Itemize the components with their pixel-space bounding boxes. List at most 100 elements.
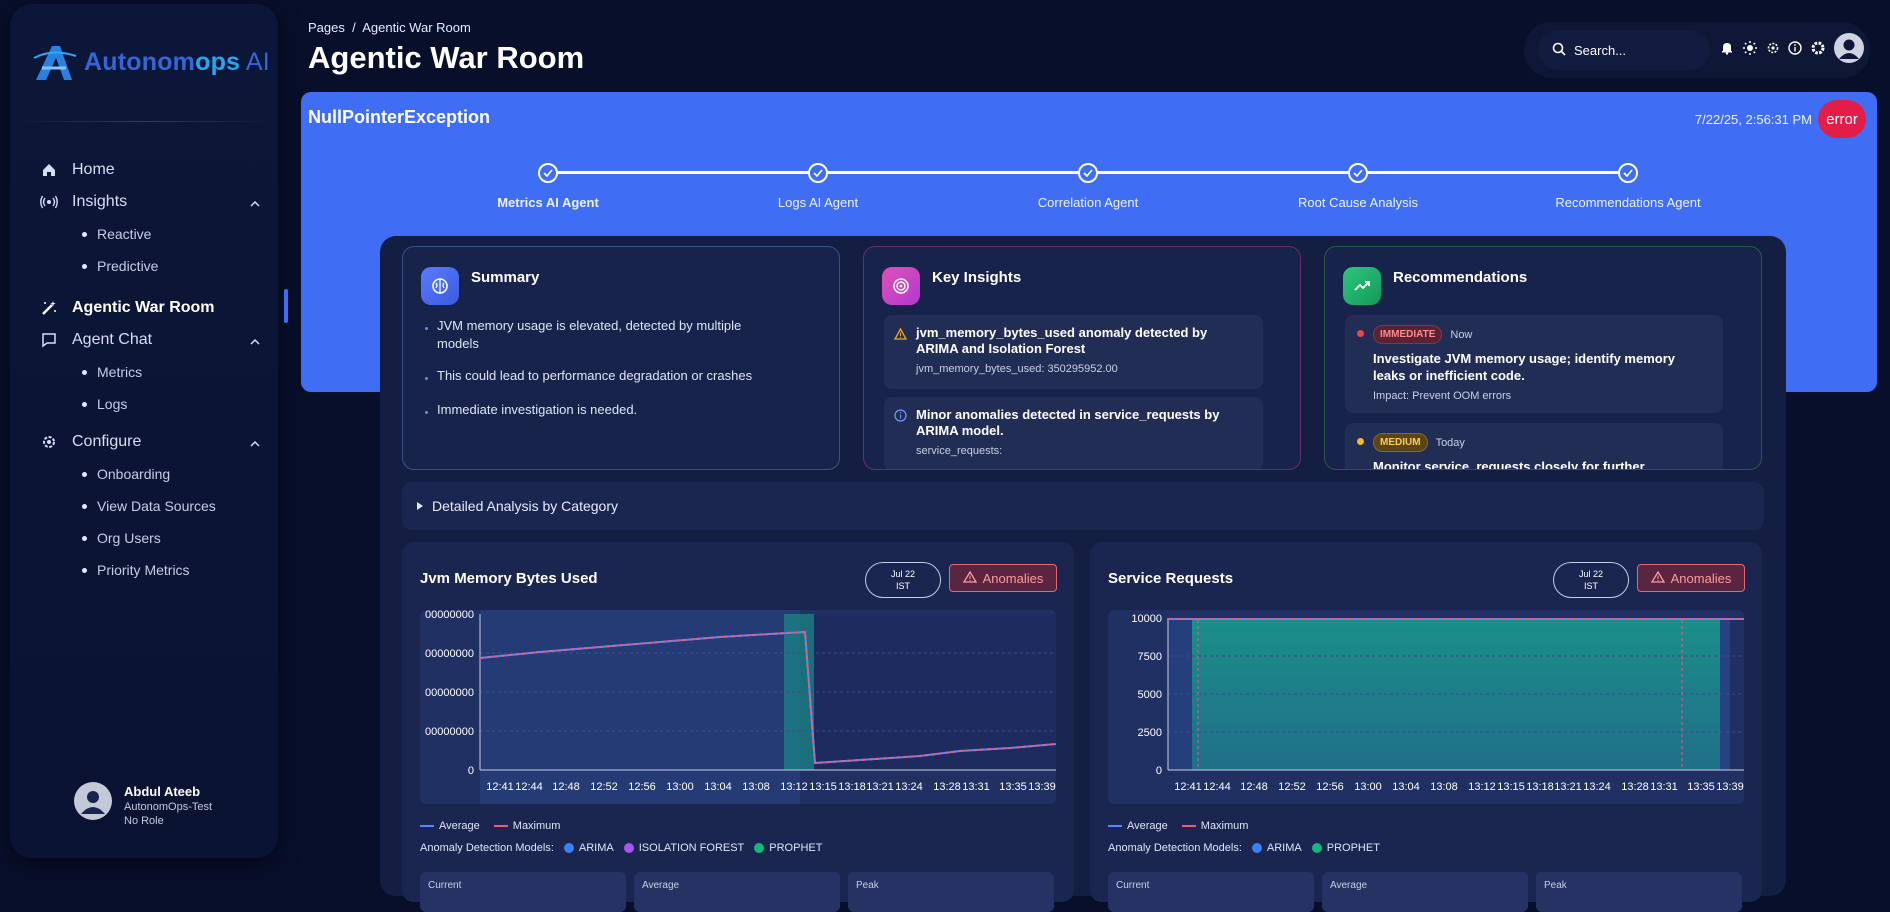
legend-item-average[interactable]: Average [1108,820,1168,832]
svg-text:12:52: 12:52 [1278,781,1306,793]
summary-bullet: This could lead to performance degradati… [425,367,767,385]
anomaly-models-legend: Anomaly Detection Models: ARIMA ISOLATIO… [420,842,822,854]
chevron-up-icon[interactable] [250,435,260,453]
user-profile[interactable]: Abdul Ateeb AutonomOps-Test No Role [74,782,212,827]
chart-legend: Average Maximum [1108,820,1248,832]
svg-text:13:39: 13:39 [1716,781,1744,793]
priority-badge: IMMEDIATE [1373,325,1443,344]
models-label: Anomaly Detection Models: [420,842,554,854]
step-logs-agent[interactable]: Logs AI Agent [718,163,918,210]
sun-icon[interactable] [1742,40,1758,61]
search-placeholder: Search... [1574,42,1627,58]
recommendation-item[interactable]: IMMEDIATE Now Investigate JVM memory usa… [1345,315,1723,413]
svg-text:12:44: 12:44 [1203,781,1231,793]
breadcrumb[interactable]: Pages / Agentic War Room [308,20,471,35]
chevron-up-icon[interactable] [250,333,260,351]
sidebar-subitem-predictive[interactable]: Predictive [40,250,260,282]
search-input[interactable]: Search... [1538,30,1710,70]
svg-text:12:41: 12:41 [486,781,514,793]
svg-text:13:21: 13:21 [866,781,894,793]
anomalies-button[interactable]: Anomalies [1637,564,1745,592]
sidebar-item-home[interactable]: Home [40,154,260,186]
sidebar-item-insights[interactable]: Insights [40,186,260,218]
series-maximum-line [479,630,1056,765]
brand-name: Autonomops AI [84,47,270,76]
bell-icon[interactable] [1720,41,1734,60]
legend-item-average[interactable]: Average [420,820,480,832]
check-icon [538,163,558,183]
chevron-up-icon[interactable] [250,195,260,213]
svg-text:13:12: 13:12 [780,781,808,793]
chart-plot-area[interactable]: 00000000 00000000 00000000 00000000 0 12… [420,610,1056,804]
sidebar-item-configure[interactable]: Configure [40,426,260,458]
svg-text:13:04: 13:04 [1392,781,1420,793]
sidebar-nav: Home Insights Reactive Predictive Agenti… [40,154,260,586]
stat-peak: Peak [848,872,1054,912]
svg-text:13:04: 13:04 [704,781,732,793]
chart-service-requests: Service Requests Jul 22 IST Anomalies 100… [1090,542,1762,912]
user-name: Abdul Ateeb [124,784,201,799]
status-badge: error [1818,100,1866,138]
info-icon[interactable] [1788,40,1802,60]
recommendation-item[interactable]: MEDIUM Today Monitor service_requests cl… [1345,423,1723,469]
check-icon [1078,163,1098,183]
detailed-analysis-toggle[interactable]: Detailed Analysis by Category [402,482,1764,530]
incident-title: NullPointerException [308,107,491,127]
sidebar-subitem-data-sources[interactable]: View Data Sources [40,490,260,522]
svg-text:12:44: 12:44 [515,781,543,793]
avatar[interactable] [1834,32,1864,68]
recommendation-time: Today [1435,436,1465,449]
svg-text:13:00: 13:00 [666,781,694,793]
sidebar-subitem-reactive[interactable]: Reactive [40,218,260,250]
brand-logo[interactable]: Autonomops AI [32,42,270,82]
stat-peak: Peak [1536,872,1742,912]
y-tick-label: 7500 [1138,651,1162,663]
insight-item[interactable]: Minor anomalies detected in service_requ… [884,397,1263,469]
top-toolbar: Search... [1524,22,1870,78]
legend-item-maximum[interactable]: Maximum [1181,820,1248,832]
sidebar-subitem-metrics[interactable]: Metrics [40,356,260,388]
svg-text:12:56: 12:56 [1316,781,1344,793]
step-label: Root Cause Analysis [1298,195,1418,210]
sidebar-subitem-org-users[interactable]: Org Users [40,522,260,554]
svg-text:13:08: 13:08 [1430,781,1458,793]
sidebar-item-war-room[interactable]: Agentic War Room [40,292,260,324]
svg-text:13:24: 13:24 [1583,781,1611,793]
step-correlation-agent[interactable]: Correlation Agent [988,163,1188,210]
recommendations-card: Recommendations IMMEDIATE Now Investigat… [1324,246,1762,470]
warning-icon [893,327,908,345]
stat-average: Average [634,872,840,912]
step-label: Logs AI Agent [777,195,859,210]
sidebar-subitem-logs[interactable]: Logs [40,388,260,420]
step-root-cause-analysis[interactable]: Root Cause Analysis [1258,163,1458,210]
svg-text:12:52: 12:52 [590,781,618,793]
svg-text:12:48: 12:48 [1240,781,1268,793]
sidebar-item-agent-chat[interactable]: Agent Chat [40,324,260,356]
step-metrics-agent[interactable]: Metrics AI Agent [448,163,648,210]
svg-text:12:41: 12:41 [1174,781,1202,793]
incident-timestamp: 7/22/25, 2:56:31 PM [1694,112,1812,127]
sidebar-subitem-priority-metrics[interactable]: Priority Metrics [40,554,260,586]
y-tick-label: 00000000 [425,687,474,699]
chart-plot-area[interactable]: 10000 7500 5000 2500 0 12:41 12:44 12:48 1… [1108,610,1744,804]
model-isolation-forest: ISOLATION FOREST [623,842,744,854]
gear-icon[interactable] [1810,40,1826,61]
legend-item-maximum[interactable]: Maximum [493,820,560,832]
step-label: Recommendations Agent [1555,195,1701,210]
magic-wand-icon [40,299,58,317]
sidebar-item-label: Home [72,161,115,178]
active-indicator [284,289,288,323]
insight-item[interactable]: jvm_memory_bytes_used anomaly detected b… [884,315,1263,389]
date-selector[interactable]: Jul 22 IST [1553,562,1629,598]
anomalies-button[interactable]: Anomalies [949,564,1057,592]
snowflake-icon[interactable] [1766,41,1780,60]
date-selector[interactable]: Jul 22 IST [865,562,941,598]
step-recommendations-agent[interactable]: Recommendations Agent [1528,163,1728,210]
summary-card: Summary JVM memory usage is elevated, de… [402,246,840,470]
svg-text:13:00: 13:00 [1354,781,1382,793]
model-arima: ARIMA [1251,842,1302,854]
sidebar-subitem-onboarding[interactable]: Onboarding [40,458,260,490]
model-prophet: PROPHET [754,842,822,854]
stat-current: Current [420,872,626,912]
logo-icon [33,46,77,80]
